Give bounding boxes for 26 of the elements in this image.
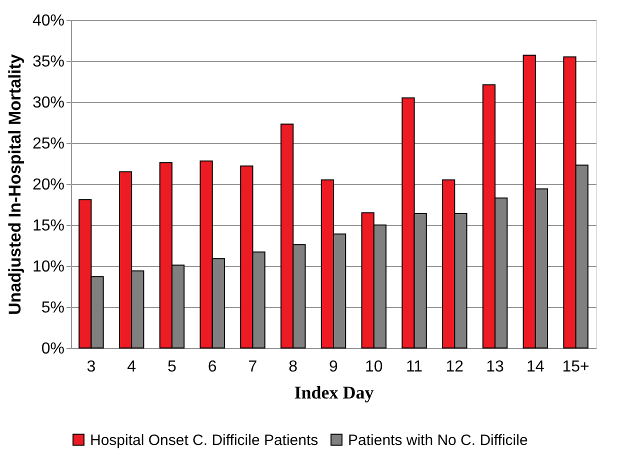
y-tick-label: 0% xyxy=(41,340,64,358)
x-tick-label: 12 xyxy=(446,358,464,376)
x-tick-label: 9 xyxy=(329,358,338,376)
x-tick-label: 14 xyxy=(526,358,544,376)
x-tick-label: 4 xyxy=(127,358,136,376)
y-tick-label: 30% xyxy=(32,94,64,112)
legend-label: Hospital Onset C. Difficile Patients xyxy=(90,432,318,449)
y-tick-label: 5% xyxy=(41,300,64,316)
x-tick-label: 10 xyxy=(364,358,383,376)
y-tick-label: 35% xyxy=(32,54,64,70)
x-tick-label: 13 xyxy=(486,358,504,376)
x-tick-label: 15+ xyxy=(562,358,590,376)
x-tick-label: 5 xyxy=(168,358,177,376)
y-tick-label: 40% xyxy=(32,12,64,30)
x-axis-title: Index Day xyxy=(294,382,374,402)
x-tick-label: 6 xyxy=(208,358,217,376)
x-tick-label: 7 xyxy=(248,358,258,376)
x-tick-label: 3 xyxy=(86,358,96,376)
y-tick-label: 15% xyxy=(32,218,64,234)
y-axis-title: Unadjusted In-Hospital Mortality xyxy=(5,54,24,315)
y-tick-label: 20% xyxy=(32,176,64,194)
x-tick-label: 11 xyxy=(406,358,423,376)
x-tick-label: 8 xyxy=(288,358,298,376)
legend-label: Patients with No C. Difficile xyxy=(348,432,528,449)
y-tick-label: 10% xyxy=(32,258,64,276)
y-tick-label: 25% xyxy=(32,136,64,152)
